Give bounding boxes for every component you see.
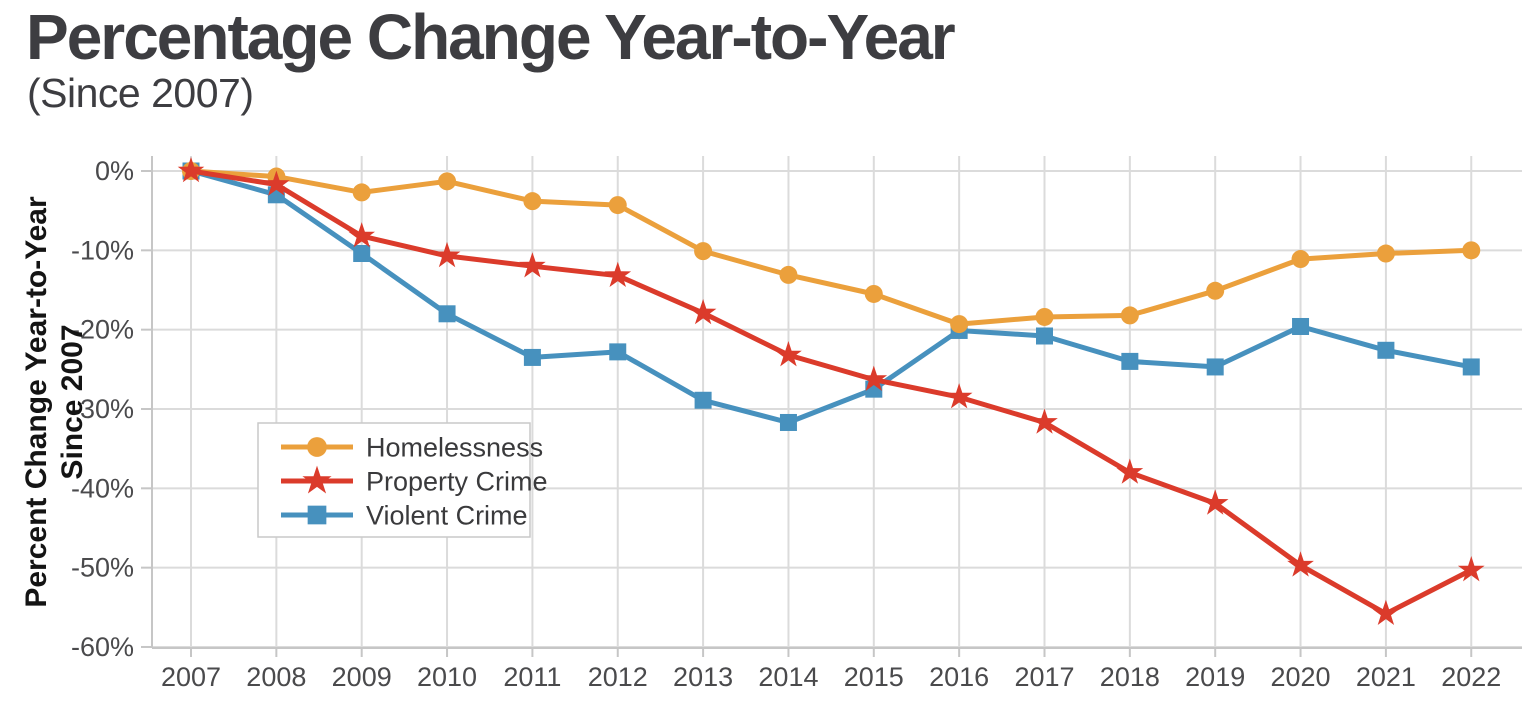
series-marker-property-crime bbox=[1372, 599, 1400, 625]
legend-label-property-crime: Property Crime bbox=[366, 467, 548, 497]
legend-label-violent-crime: Violent Crime bbox=[366, 501, 528, 531]
series-marker-violent-crime bbox=[1377, 341, 1395, 359]
x-tick-label: 2011 bbox=[503, 662, 561, 692]
series-marker-homelessness bbox=[694, 242, 713, 261]
legend-marker-violent-crime-icon bbox=[307, 505, 327, 525]
series-marker-homelessness bbox=[779, 265, 798, 284]
y-tick-label: -30% bbox=[71, 394, 134, 424]
series-marker-violent-crime bbox=[609, 343, 627, 361]
series-marker-property-crime bbox=[604, 261, 632, 287]
x-tick-label: 2015 bbox=[844, 662, 904, 692]
series-marker-violent-crime bbox=[1462, 358, 1480, 376]
series-marker-homelessness bbox=[608, 196, 627, 215]
series-homelessness bbox=[182, 162, 1481, 334]
x-tick-label: 2012 bbox=[588, 662, 648, 692]
page-subtitle: (Since 2007) bbox=[27, 70, 254, 116]
series-marker-property-crime bbox=[1031, 408, 1058, 434]
legend-marker-property-crime-icon bbox=[302, 465, 332, 494]
page-title: Percentage Change Year-to-Year bbox=[26, 1, 956, 73]
axes bbox=[141, 156, 1522, 657]
series-marker-property-crime bbox=[945, 383, 973, 409]
series-marker-homelessness bbox=[1206, 281, 1225, 300]
series-marker-property-crime bbox=[1201, 489, 1229, 515]
series-marker-homelessness bbox=[950, 315, 969, 334]
series-marker-violent-crime bbox=[1292, 317, 1310, 335]
y-tick-label: -40% bbox=[71, 473, 134, 503]
series-marker-violent-crime bbox=[1036, 327, 1053, 345]
series-line-homelessness bbox=[188, 168, 1474, 327]
y-tick-label: -60% bbox=[71, 632, 134, 662]
series-marker-property-crime bbox=[263, 170, 290, 196]
series-marker-homelessness bbox=[438, 172, 457, 191]
series-marker-violent-crime bbox=[438, 305, 456, 323]
y-tick-label: -10% bbox=[71, 235, 134, 265]
series-marker-violent-crime bbox=[353, 245, 371, 263]
x-tick-label: 2009 bbox=[332, 662, 392, 692]
series-marker-violent-crime bbox=[779, 413, 797, 431]
series-marker-property-crime bbox=[177, 157, 205, 183]
series-marker-property-crime bbox=[433, 241, 461, 268]
series-marker-homelessness bbox=[523, 192, 542, 211]
x-tick-label: 2013 bbox=[673, 662, 733, 692]
series-violent-crime bbox=[182, 162, 1480, 431]
x-tick-label: 2020 bbox=[1271, 662, 1331, 692]
series-marker-homelessness bbox=[1035, 307, 1054, 326]
legend-marker-homelessness-icon bbox=[307, 437, 327, 457]
legend: Homelessness Property Crime Violent Crime bbox=[257, 422, 548, 538]
series-marker-property-crime bbox=[348, 222, 375, 248]
series-marker-homelessness bbox=[352, 183, 371, 202]
series-marker-homelessness bbox=[1291, 250, 1310, 269]
x-tick-label: 2008 bbox=[246, 662, 306, 692]
x-tick-label: 2007 bbox=[161, 662, 221, 692]
series-marker-violent-crime bbox=[1206, 358, 1224, 376]
y-tick-label: -50% bbox=[71, 553, 134, 583]
axis-labels: 0% -10% -20% -30% -40% -50% -60% 2007 2008 2009 20… bbox=[20, 156, 1501, 692]
series-marker-property-crime bbox=[775, 341, 802, 367]
series-marker-homelessness bbox=[1462, 241, 1481, 260]
x-tick-label: 2019 bbox=[1185, 662, 1245, 692]
series-property-crime bbox=[177, 157, 1485, 625]
legend-item-violent-crime: Violent Crime bbox=[281, 501, 528, 531]
legend-item-homelessness: Homelessness bbox=[281, 433, 543, 463]
x-tick-label: 2014 bbox=[758, 662, 818, 692]
series-marker-property-crime bbox=[1116, 458, 1144, 484]
series-marker-homelessness bbox=[864, 284, 883, 303]
x-tick-label: 2018 bbox=[1100, 662, 1160, 692]
y-axis-title-line1: Percent Change Year-to-Year bbox=[20, 196, 53, 608]
x-tick-label: 2017 bbox=[1014, 662, 1074, 692]
x-tick-label: 2016 bbox=[929, 662, 989, 692]
x-tick-label: 2022 bbox=[1441, 662, 1501, 692]
series-marker-property-crime bbox=[860, 365, 888, 391]
series-line-property-crime bbox=[188, 168, 1474, 617]
series-marker-violent-crime bbox=[523, 348, 541, 366]
series-marker-property-crime bbox=[1287, 551, 1314, 577]
series-marker-violent-crime bbox=[1121, 352, 1139, 370]
x-tick-label: 2021 bbox=[1356, 662, 1416, 692]
legend-label-homelessness: Homelessness bbox=[366, 433, 543, 463]
y-axis-title-line2: Since 2007 bbox=[56, 324, 89, 479]
x-tick-label: 2010 bbox=[417, 662, 477, 692]
y-tick-label: 0% bbox=[95, 156, 134, 186]
series-marker-violent-crime bbox=[694, 391, 712, 409]
series-marker-homelessness bbox=[1376, 244, 1395, 263]
series-marker-homelessness bbox=[1120, 306, 1139, 325]
series-marker-property-crime bbox=[519, 252, 546, 278]
legend-item-property-crime: Property Crime bbox=[281, 465, 548, 497]
series-line-violent-crime bbox=[188, 168, 1474, 425]
series-marker-property-crime bbox=[689, 299, 717, 325]
y-tick-label: -20% bbox=[71, 315, 134, 345]
series-marker-property-crime bbox=[1457, 556, 1485, 582]
